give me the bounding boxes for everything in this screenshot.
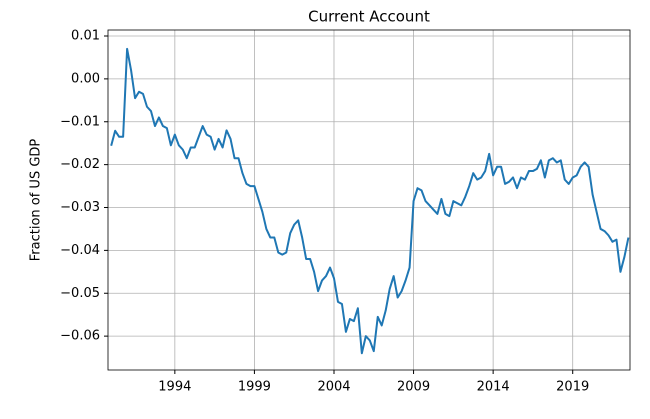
- y-tick-label: −0.01: [60, 114, 100, 129]
- plot-frame: [107, 29, 631, 371]
- y-tick-label: −0.04: [60, 243, 100, 258]
- x-tick-label: 2014: [477, 380, 510, 395]
- x-tick-label: 2019: [556, 380, 589, 395]
- y-tick-label: 0.01: [71, 29, 100, 44]
- y-tick-label: −0.03: [60, 200, 100, 215]
- data-line: [110, 47, 630, 355]
- y-tick-label: 0.00: [71, 71, 100, 86]
- x-tick-label: 2004: [317, 380, 350, 395]
- y-axis-label: Fraction of US GDP: [29, 139, 44, 262]
- y-tick-label: −0.02: [60, 157, 100, 172]
- x-tick-label: 2009: [397, 380, 430, 395]
- y-tick-label: −0.06: [60, 329, 100, 344]
- y-tick-label: −0.05: [60, 286, 100, 301]
- x-tick-label: 1994: [158, 380, 191, 395]
- chart-title: Current Account: [308, 8, 430, 26]
- x-tick-label: 1999: [238, 380, 271, 395]
